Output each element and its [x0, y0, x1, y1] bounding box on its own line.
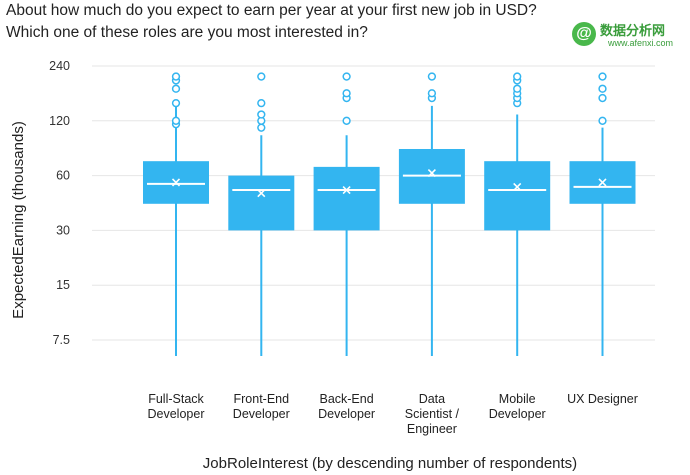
outlier-point [171, 99, 181, 108]
y-axis-label: ExpectedEarning (thousands) [10, 121, 27, 319]
mean-marker [427, 168, 436, 178]
mean-marker [171, 178, 181, 187]
outlier-point [598, 93, 607, 103]
x-category-label: UX Designer [567, 392, 638, 406]
x-category-label: Data Scientist / Engineer [405, 392, 460, 436]
mean-marker [342, 185, 351, 195]
outlier-point [342, 72, 351, 81]
outlier-point [171, 116, 181, 125]
box [313, 166, 380, 231]
outlier-point [598, 116, 607, 125]
y-axis-ticks: 7.5 15 30 60 120 240 [49, 59, 70, 347]
box-group [484, 72, 551, 356]
watermark-url: www.afenxi.com [608, 38, 674, 48]
outlier-point [257, 110, 266, 119]
chart-title-line-1: About how much do you expect to earn per… [6, 2, 537, 19]
x-axis-categories: Full-Stack Developer Front-End Developer Bac… [148, 392, 638, 436]
outlier-point [342, 89, 351, 98]
chart-title-line-2: Which one of these roles are you most in… [6, 24, 368, 41]
watermark-text: 数据分析网 [600, 24, 666, 39]
outlier-point [171, 72, 181, 81]
x-category-label: Back-End Developer [318, 392, 375, 421]
mean-marker [598, 178, 607, 187]
watermark-logo: @ 数据分析网 www.afenxi.com [572, 16, 684, 50]
mean-marker [513, 182, 522, 191]
x-category-label: Full-Stack Developer [148, 392, 205, 421]
box-group [228, 72, 295, 356]
outlier-point [257, 72, 266, 81]
y-tick-label: 7.5 [53, 333, 70, 347]
box-group [398, 72, 465, 356]
y-tick-label: 30 [56, 223, 70, 237]
box [484, 161, 551, 231]
box-group [569, 72, 636, 356]
x-category-label: Front-End Developer [233, 392, 290, 421]
outlier-point [427, 72, 437, 81]
outlier-point [342, 116, 351, 125]
box-group [313, 72, 380, 356]
outlier-point [257, 99, 266, 108]
outlier-point [171, 84, 181, 93]
outlier-point [513, 84, 522, 93]
mean-marker [257, 189, 266, 198]
y-tick-label: 240 [49, 59, 70, 73]
boxes [143, 72, 636, 356]
box [228, 175, 295, 231]
outlier-point [257, 123, 266, 132]
x-category-label: Mobile Developer [489, 392, 546, 421]
y-tick-label: 60 [56, 169, 70, 183]
x-axis-label: JobRoleInterest (by descending number of… [203, 455, 577, 472]
y-tick-label: 120 [49, 114, 70, 128]
at-sign-icon: @ [572, 22, 596, 46]
y-tick-label: 15 [56, 278, 70, 292]
outlier-point [427, 89, 437, 98]
outlier-point [598, 84, 607, 93]
outlier-point [513, 72, 522, 81]
outlier-point [598, 72, 607, 81]
box-group [143, 72, 209, 356]
